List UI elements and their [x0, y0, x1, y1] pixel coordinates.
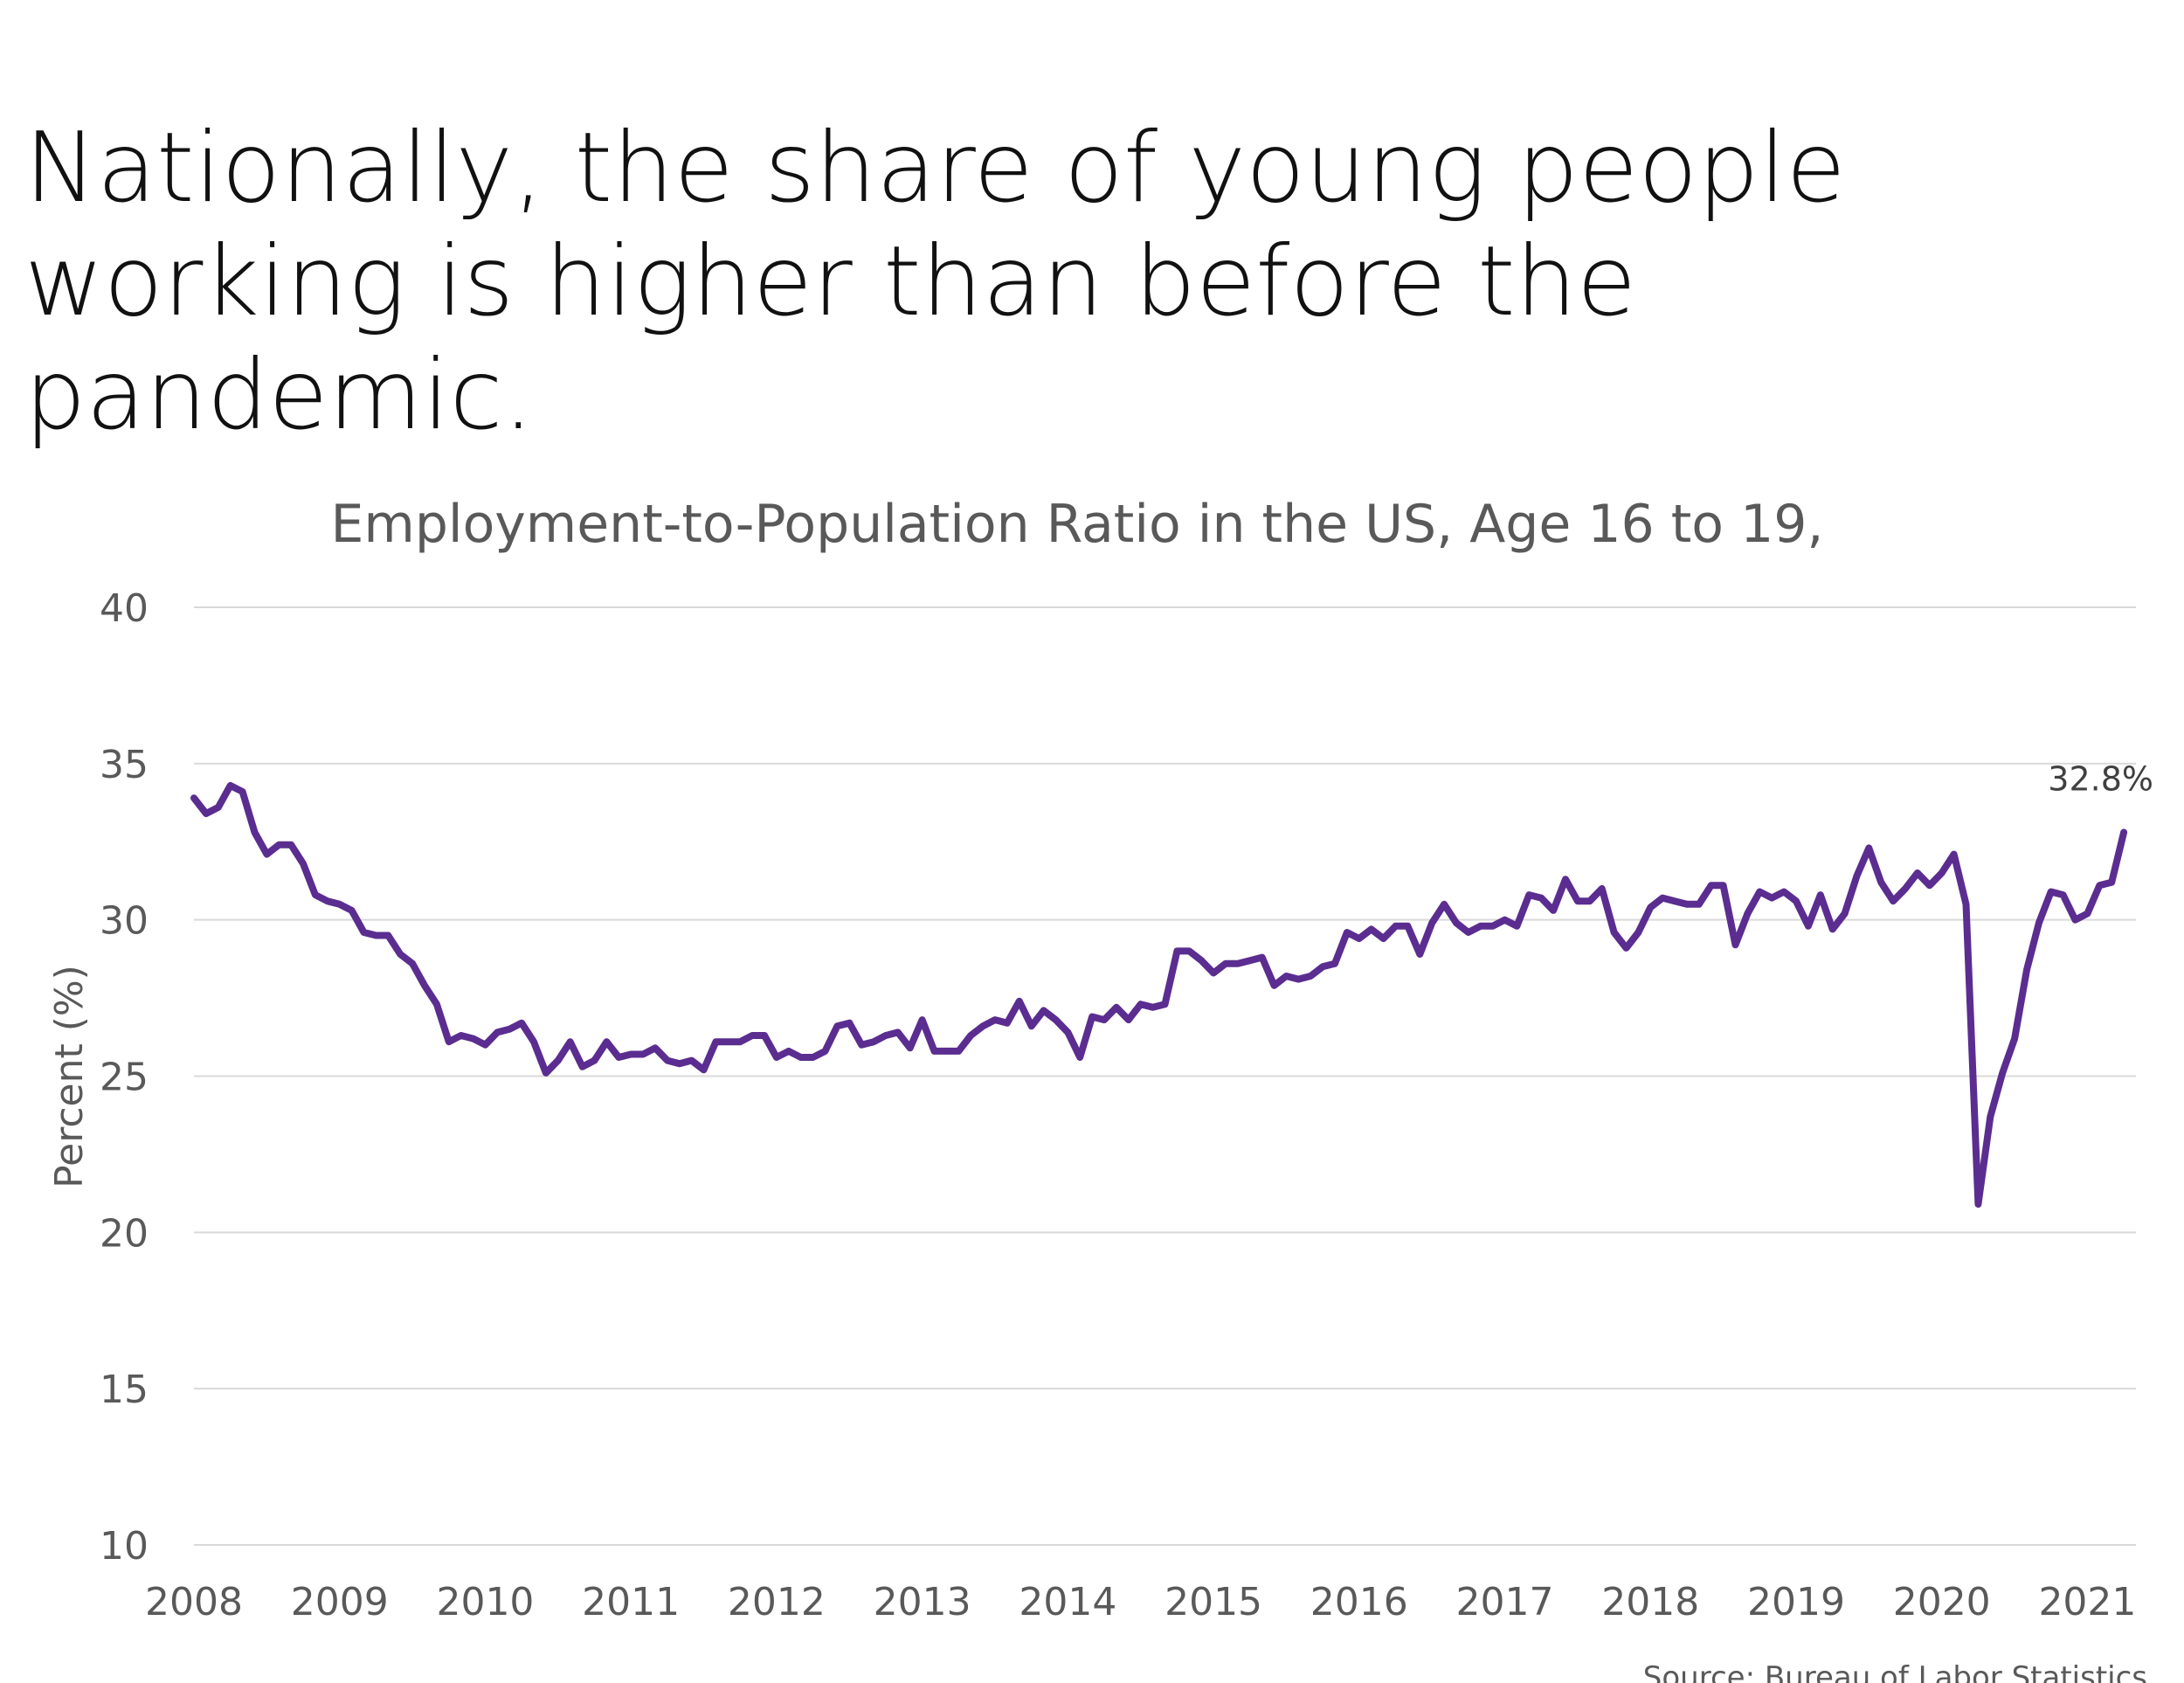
headline-line: working is higher than before the: [24, 225, 1637, 338]
y-tick-label: 20: [100, 1211, 149, 1256]
x-tick-label: 2013: [874, 1580, 971, 1624]
x-tick-label: 2011: [582, 1580, 680, 1624]
x-tick-label: 2015: [1165, 1580, 1262, 1624]
x-tick-label: 2020: [1893, 1580, 1991, 1624]
data-label: 32.8%: [2048, 760, 2153, 799]
x-tick-label: 2018: [1601, 1580, 1699, 1624]
x-axis-ticks: 2008 2009 2010 2011 2012 2013 2014 2015 2016 2017…: [145, 1580, 2136, 1624]
headline: Nationally, the share of young people wo…: [24, 112, 2121, 453]
y-tick-label: 10: [100, 1524, 149, 1569]
y-axis-ticks: 10 15 20 25 30 35 40: [100, 586, 149, 1569]
y-tick-label: 30: [100, 899, 149, 944]
x-tick-label: 2019: [1747, 1580, 1845, 1624]
y-tick-label: 40: [100, 586, 149, 631]
y-tick-label: 35: [100, 743, 149, 787]
chart-title: Employment-to-Population Ratio in the US…: [330, 494, 1823, 555]
x-tick-label: 2012: [728, 1580, 826, 1624]
headline-line: pandemic.: [24, 339, 534, 452]
y-axis-label: Percent (%): [47, 965, 92, 1188]
x-tick-label: 2010: [436, 1580, 534, 1624]
x-tick-label: 2009: [291, 1580, 389, 1624]
x-tick-label: 2017: [1456, 1580, 1554, 1624]
x-tick-label: 2021: [2038, 1580, 2136, 1624]
x-tick-label: 2008: [145, 1580, 243, 1624]
x-tick-label: 2016: [1310, 1580, 1408, 1624]
annotations: 32.8%: [2048, 760, 2153, 799]
y-tick-label: 15: [100, 1368, 149, 1412]
source-note: Source: Bureau of Labor Statistics: [1643, 1660, 2147, 1683]
series-line: [190, 781, 2128, 1209]
series: [190, 781, 2128, 1209]
y-tick-label: 25: [100, 1056, 149, 1100]
x-tick-label: 2014: [1019, 1580, 1116, 1624]
gridlines: [194, 606, 2136, 1546]
headline-line: Nationally, the share of young people: [24, 112, 1846, 225]
